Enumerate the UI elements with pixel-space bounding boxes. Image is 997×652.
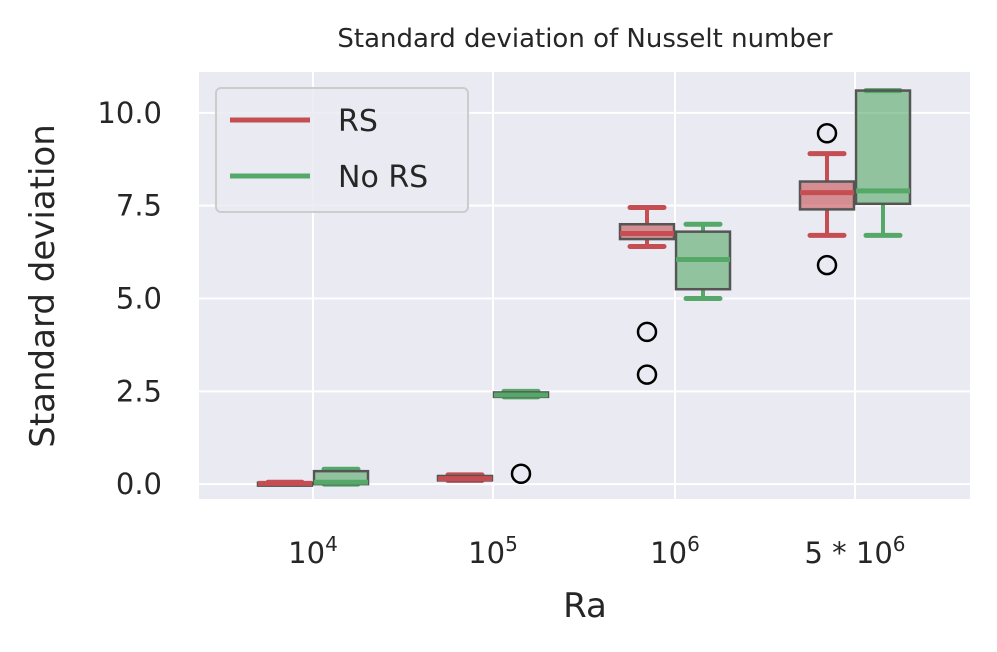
legend: RS No RS [215,87,469,213]
y-tick-label: 7.5 [116,189,162,223]
y-axis-label: Standard deviation [23,124,63,448]
y-tick-label: 5.0 [116,281,162,315]
outlier-rs [636,364,658,385]
x-tick-label: 5 * 106 [804,532,905,570]
outlier-rs [636,321,658,343]
legend-label-no-rs: No RS [338,160,428,195]
outlier-rs [816,254,838,276]
x-tick-label: 104 [288,532,338,570]
chart-title: Standard deviation of Nusselt number [337,24,832,54]
x-tick-label: 106 [650,532,700,570]
x-tick-labels: 104 105 106 5 * 106 [288,532,905,570]
y-tick-label: 0.0 [116,467,162,501]
legend-label-rs: RS [338,104,378,139]
y-tick-labels: 0.0 2.5 5.0 7.5 10.0 [97,96,162,501]
box-series [256,88,912,487]
outlier-no-rs [510,463,532,485]
box-rs [798,180,856,211]
y-tick-label: 2.5 [116,374,162,408]
y-tick-label: 10.0 [97,96,162,130]
outlier-rs [816,123,838,144]
x-axis-label: Ra [563,586,607,626]
x-tick-label: 105 [468,532,518,570]
box-no-rs [854,89,912,206]
